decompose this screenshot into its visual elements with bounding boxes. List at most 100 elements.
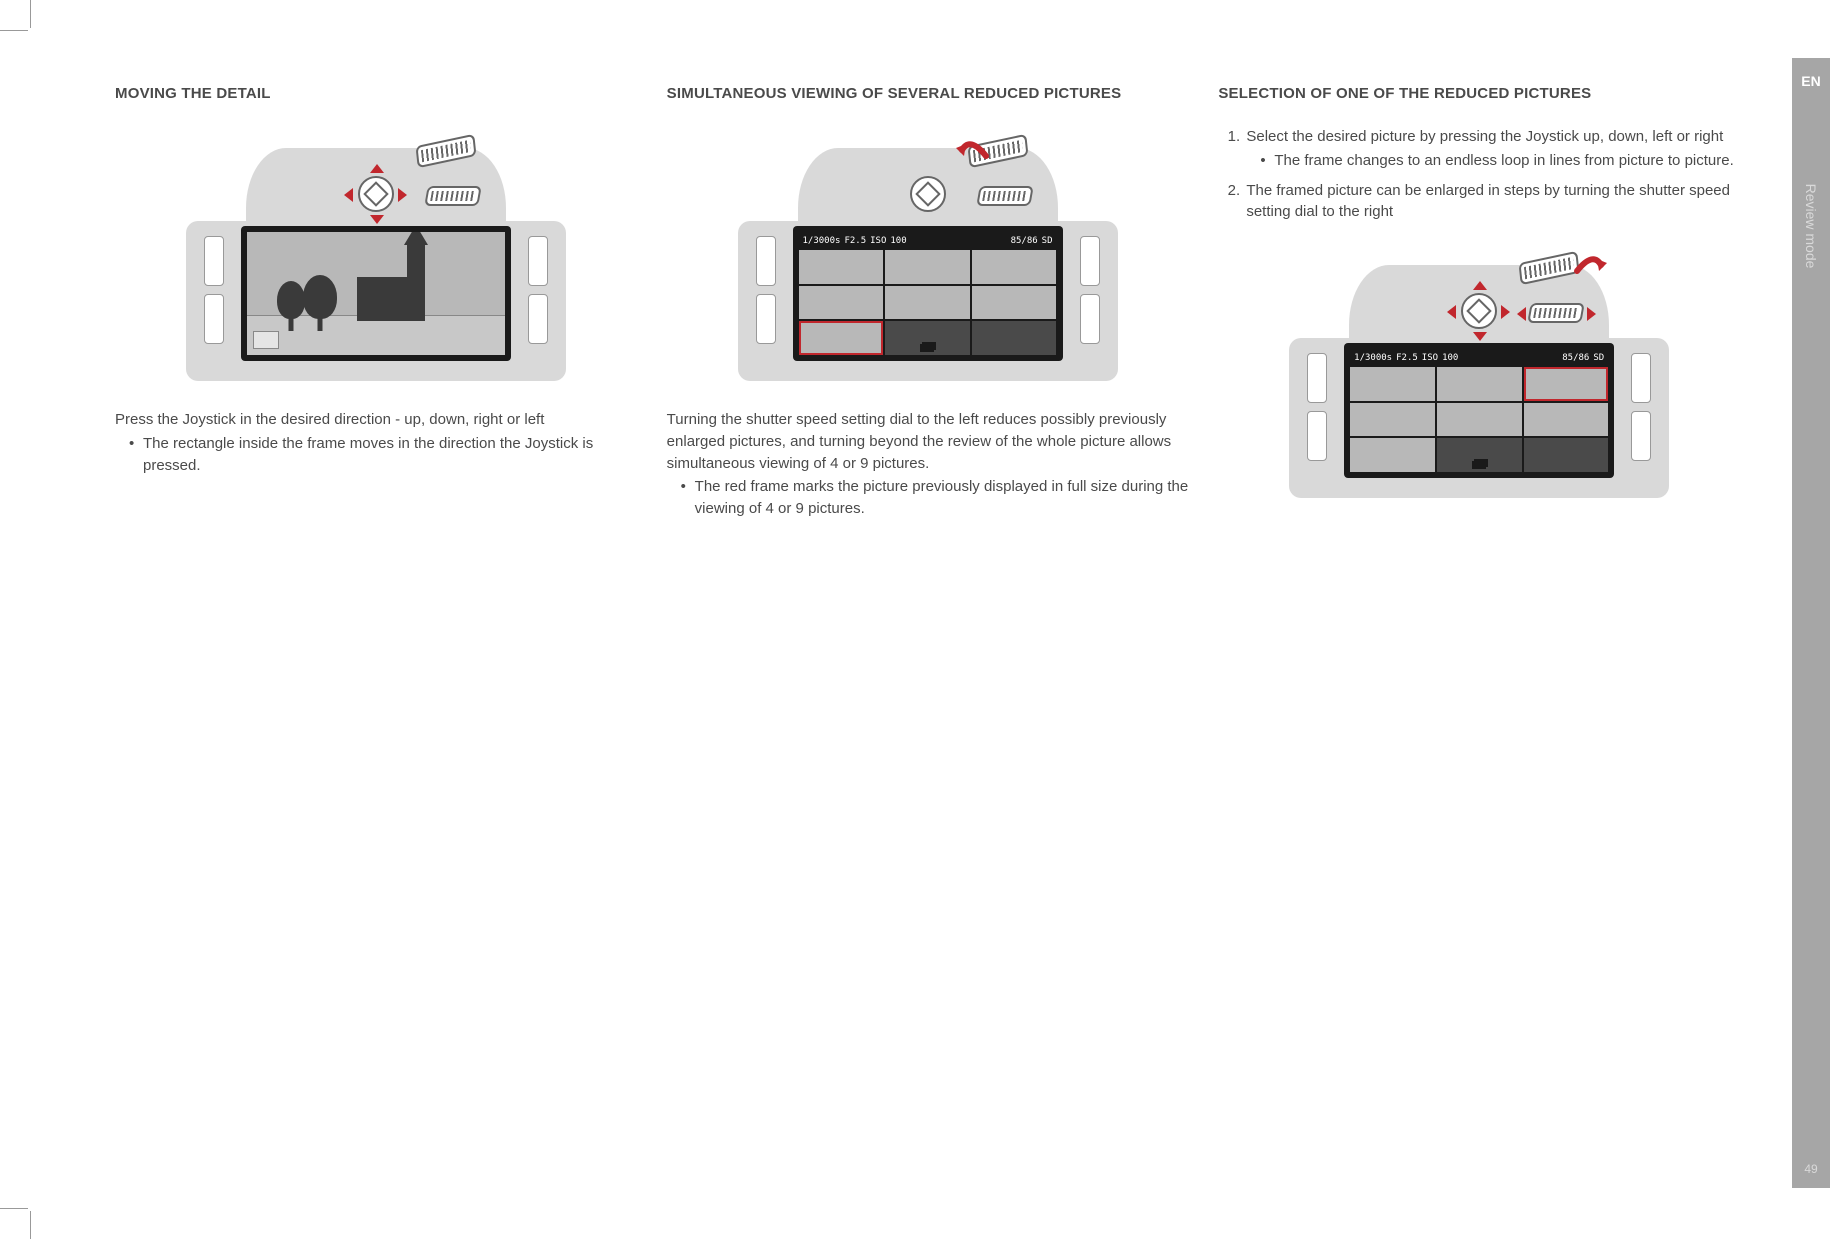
joystick-icon <box>910 176 946 212</box>
info-bar: 1/3000s F2.5 ISO 100 85/86 SD <box>799 232 1057 250</box>
camera-diagram: 1/3000s F2.5 ISO 100 85/86 SD <box>1289 243 1669 498</box>
thumbnail-cell-empty <box>885 321 970 355</box>
paragraph: Press the Joystick in the desired direct… <box>115 409 637 431</box>
thumbnail-cell <box>1350 403 1435 437</box>
side-dial-icon <box>976 186 1034 206</box>
info-aperture: F2.5 <box>1396 353 1418 363</box>
numbered-item: Select the desired picture by pressing t… <box>1244 126 1740 172</box>
side-button-icon <box>204 236 224 286</box>
camera-screen <box>241 226 511 361</box>
side-button-icon <box>1631 411 1651 461</box>
screen-grid: 1/3000s F2.5 ISO 100 85/86 SD <box>1350 349 1608 472</box>
screen-grid: 1/3000s F2.5 ISO 100 85/86 SD <box>799 232 1057 355</box>
page-number: 49 <box>1792 1162 1830 1176</box>
joystick-arrow-right-icon <box>398 188 407 202</box>
tree-icon <box>277 281 305 319</box>
body-text: Select the desired picture by pressing t… <box>1218 126 1740 223</box>
figure-moving-detail <box>115 126 637 381</box>
numbered-item-text: Select the desired picture by pressing t… <box>1246 128 1723 145</box>
info-bar: 1/3000s F2.5 ISO 100 85/86 SD <box>1350 349 1608 367</box>
camera-screen: 1/3000s F2.5 ISO 100 85/86 SD <box>1344 343 1614 478</box>
info-shutter: 1/3000s <box>803 236 841 246</box>
figure-selection: 1/3000s F2.5 ISO 100 85/86 SD <box>1218 243 1740 498</box>
thumbnail-cell <box>1524 403 1609 437</box>
side-dial-icon <box>424 186 482 206</box>
thumbnail-cell <box>799 286 884 320</box>
thumbnail-cell-selected <box>1524 367 1609 401</box>
side-button-icon <box>528 236 548 286</box>
side-tab: EN Review mode 49 <box>1792 58 1830 1188</box>
side-button-icon <box>1080 294 1100 344</box>
info-count: 85/86 <box>1562 353 1589 363</box>
info-iso-label: ISO <box>1422 353 1438 363</box>
language-label: EN <box>1792 73 1830 89</box>
bullet-item: The rectangle inside the frame moves in … <box>129 433 637 477</box>
paragraph: Turning the shutter speed setting dial t… <box>667 409 1189 474</box>
thumbnail-cell <box>1437 367 1522 401</box>
info-card: SD <box>1593 353 1604 363</box>
joystick-arrow-up-icon <box>370 164 384 173</box>
thumbnail-cell <box>1350 367 1435 401</box>
stack-icon <box>920 344 934 352</box>
joystick-arrow-down-icon <box>1473 332 1487 341</box>
joystick-arrow-left-icon <box>344 188 353 202</box>
bullet-item: The red frame marks the picture previous… <box>681 476 1189 520</box>
info-count: 85/86 <box>1011 236 1038 246</box>
joystick-arrow-right-icon <box>1501 305 1510 319</box>
thumbnail-cell <box>885 250 970 284</box>
dial-turn-left-icon <box>956 134 986 164</box>
info-shutter: 1/3000s <box>1354 353 1392 363</box>
steeple-icon <box>407 243 425 321</box>
thumbnail-cell-empty <box>972 321 1057 355</box>
side-dial-arrow-left-icon <box>1517 307 1526 321</box>
crop-mark <box>30 0 31 28</box>
side-dial-icon <box>1527 303 1585 323</box>
info-iso-value: 100 <box>1442 353 1458 363</box>
numbered-item: The framed picture can be enlarged in st… <box>1244 180 1740 224</box>
column-simultaneous-viewing: SIMULTANEOUS VIEWING OF SEVERAL REDUCED … <box>667 85 1189 528</box>
thumbnail-cell <box>799 250 884 284</box>
body-text: Press the Joystick in the desired direct… <box>115 409 637 476</box>
side-button-icon <box>1307 353 1327 403</box>
camera-screen: 1/3000s F2.5 ISO 100 85/86 SD <box>793 226 1063 361</box>
thumbnail-cell <box>885 286 970 320</box>
camera-diagram: 1/3000s F2.5 ISO 100 85/86 SD <box>738 126 1118 381</box>
side-button-icon <box>1080 236 1100 286</box>
joystick-arrow-down-icon <box>370 215 384 224</box>
side-button-icon <box>1631 353 1651 403</box>
info-iso-value: 100 <box>890 236 906 246</box>
thumbnail-cell <box>1350 438 1435 472</box>
side-button-icon <box>756 236 776 286</box>
joystick-icon <box>358 176 394 212</box>
thumbnail-cell-empty <box>1524 438 1609 472</box>
camera-diagram <box>186 126 566 381</box>
joystick-arrow-up-icon <box>1473 281 1487 290</box>
thumbnail-cell <box>972 250 1057 284</box>
body-text: Turning the shutter speed setting dial t… <box>667 409 1189 520</box>
side-button-icon <box>528 294 548 344</box>
detail-rectangle-icon <box>253 331 279 349</box>
heading-simultaneous-viewing: SIMULTANEOUS VIEWING OF SEVERAL REDUCED … <box>667 85 1189 102</box>
thumbnail-grid <box>1350 367 1608 472</box>
crop-mark <box>30 1211 31 1239</box>
side-button-icon <box>204 294 224 344</box>
column-selection: SELECTION OF ONE OF THE REDUCED PICTURES… <box>1218 85 1740 528</box>
crop-mark <box>0 30 28 31</box>
side-button-icon <box>756 294 776 344</box>
joystick-icon <box>1461 293 1497 329</box>
info-card: SD <box>1042 236 1053 246</box>
thumbnail-grid <box>799 250 1057 355</box>
side-button-icon <box>1307 411 1327 461</box>
column-moving-detail: MOVING THE DETAIL <box>115 85 637 528</box>
landscape-ground-icon <box>247 315 505 355</box>
thumbnail-cell-empty <box>1437 438 1522 472</box>
screen-landscape <box>247 232 505 355</box>
info-aperture: F2.5 <box>844 236 866 246</box>
crop-mark <box>0 1208 28 1209</box>
thumbnail-cell <box>972 286 1057 320</box>
section-label: Review mode <box>1803 184 1819 269</box>
side-dial-arrow-right-icon <box>1587 307 1596 321</box>
figure-simultaneous-viewing: 1/3000s F2.5 ISO 100 85/86 SD <box>667 126 1189 381</box>
bullet-item: The frame changes to an endless loop in … <box>1260 150 1740 172</box>
tree-icon <box>303 275 337 319</box>
